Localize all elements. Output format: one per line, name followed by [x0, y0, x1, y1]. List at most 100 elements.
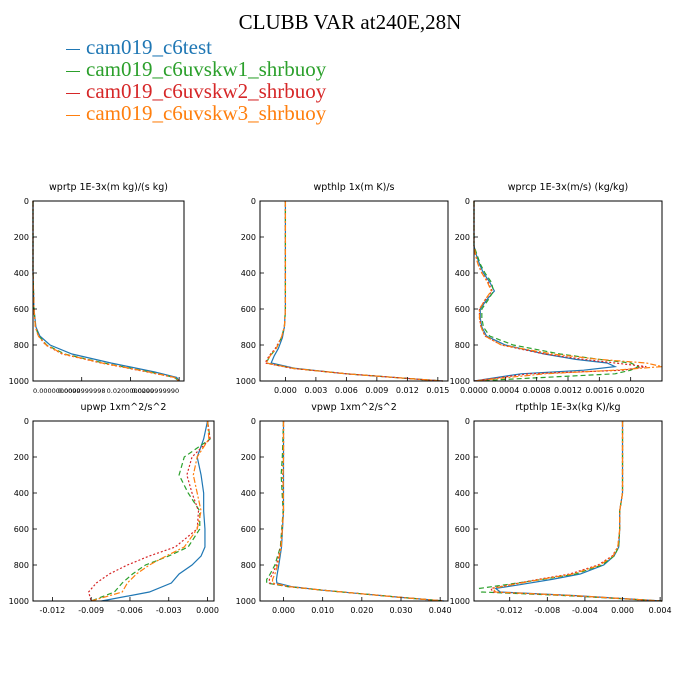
- legend-label-1: cam019_c6uvskw1_shrbuoy: [86, 57, 327, 81]
- panel-0-ytick-label-0: 0: [24, 197, 29, 206]
- legend-item-3: cam019_c6uvskw3_shrbuoy: [66, 102, 326, 124]
- panel-3-xtick-label-3: -0.003: [156, 606, 182, 615]
- panel-0-series-1: [32, 201, 180, 382]
- panel-4-xtick-label-1: 0.010: [311, 606, 334, 615]
- panel-4-ytick-label-4: 800: [241, 561, 256, 570]
- panel-4-series-3: [271, 421, 445, 602]
- panel-1-series-3: [265, 201, 443, 382]
- legend-label-3: cam019_c6uvskw3_shrbuoy: [86, 101, 327, 125]
- panel-0-xtick-label-3: 0.0299999990: [132, 387, 180, 395]
- panel-2-ytick-label-0: 0: [465, 197, 470, 206]
- panel-2-xtick-label-5: 0.0020: [617, 386, 645, 395]
- panel-3-ytick-label-3: 600: [14, 525, 29, 534]
- panel-3-ytick-label-0: 0: [24, 417, 29, 426]
- panel-3-series-2: [87, 420, 211, 602]
- panel-5-xtick-label-2: -0.004: [572, 606, 598, 615]
- panel-3-ytick-label-5: 1000: [9, 597, 29, 606]
- panel-1-xtick-label-4: 0.012: [396, 386, 419, 395]
- panel-1-xtick-label-2: 0.006: [335, 386, 358, 395]
- panel-0: wprtp 1E-3x(m kg)/(s kg) 0 200 400 600 800 100…: [9, 182, 185, 395]
- panel-5-xtick-label-0: -0.012: [497, 606, 523, 615]
- legend-item-2: cam019_c6uvskw2_shrbuoy: [66, 80, 326, 102]
- panel-5-series-0: [494, 421, 663, 602]
- panel-5-series-2: [490, 421, 663, 602]
- panel-3-ytick-label-2: 400: [14, 489, 29, 498]
- panel-0-series-2: [32, 201, 180, 382]
- panel-1-ytick-label-3: 600: [241, 305, 256, 314]
- panel-1-frame: [259, 200, 449, 382]
- panel-1-ytick-label-4: 800: [241, 341, 256, 350]
- panel-0-frame: [32, 200, 185, 382]
- panel-2-ytick-label-5: 1000: [450, 377, 470, 386]
- panel-2-ytick-label-2: 400: [455, 269, 470, 278]
- panel-3-series-1: [90, 420, 211, 602]
- panel-5-xtick-label-4: 0.004: [649, 606, 672, 615]
- panel-3-ytick-label-4: 800: [14, 561, 29, 570]
- panel-4-xtick-label-2: 0.020: [350, 606, 373, 615]
- panel-5-xtick-label-3: 0.000: [611, 606, 634, 615]
- panel-4-xtick-label-0: 0.000: [272, 606, 295, 615]
- panel-1-series-1: [265, 201, 443, 382]
- panel-1-xtick-label-0: 0.000: [274, 386, 297, 395]
- panel-4-ytick-label-0: 0: [251, 417, 256, 426]
- legend-swatch-2: [66, 92, 80, 94]
- panel-0-title: wprtp 1E-3x(m kg)/(s kg): [49, 182, 168, 193]
- panel-4-series-0: [275, 421, 445, 602]
- panel-4-ytick-label-1: 200: [241, 453, 256, 462]
- panel-1-xtick-label-3: 0.009: [365, 386, 388, 395]
- panel-4-ytick-label-3: 600: [241, 525, 256, 534]
- panel-3-xtick-label-1: -0.009: [78, 606, 104, 615]
- panel-5-title: rtpthlp 1E-3x(kg K)/kg: [515, 402, 620, 413]
- panel-3-xtick-label-0: -0.012: [39, 606, 65, 615]
- panel-0-xtick-label-0: 0.0000000000: [33, 387, 81, 395]
- panel-1-ytick-label-0: 0: [251, 197, 256, 206]
- panel-3-title: upwp 1xm^2/s^2: [81, 402, 167, 413]
- panel-2-xtick-label-4: 0.0016: [585, 386, 613, 395]
- panel-0-xtick-label-2: 0.0200000000: [107, 387, 155, 395]
- panel-5-frame: [473, 420, 663, 602]
- panel-3: upwp 1xm^2/s^2 0 200 400 600 800 1000 -0.012 -0.…: [9, 402, 219, 615]
- panel-0-xtick-label-1: 0.0099999998: [58, 387, 106, 395]
- panel-1-ytick-label-5: 1000: [236, 377, 256, 386]
- panel-1-ytick-label-2: 400: [241, 269, 256, 278]
- panel-5-ytick-label-5: 1000: [450, 597, 470, 606]
- legend-swatch-3: [66, 114, 80, 116]
- panel-3-series-0: [101, 420, 209, 602]
- legend-swatch-1: [66, 70, 80, 72]
- panel-0-series-3: [32, 201, 180, 382]
- panel-4-frame: [259, 420, 449, 602]
- panel-4-xtick-label-4: 0.040: [429, 606, 452, 615]
- legend-item-1: cam019_c6uvskw1_shrbuoy: [66, 58, 326, 80]
- panel-5-ytick-label-1: 200: [455, 453, 470, 462]
- legend-label-2: cam019_c6uvskw2_shrbuoy: [86, 79, 327, 103]
- panel-4-series-1: [266, 420, 445, 602]
- panel-0-series-0: [32, 201, 180, 382]
- panel-5-ytick-label-2: 400: [455, 489, 470, 498]
- panel-0-ytick-label-4: 800: [14, 341, 29, 350]
- panel-0-ytick-label-2: 400: [14, 269, 29, 278]
- panel-2-series-3: [473, 201, 663, 382]
- panel-0-ytick-label-5: 1000: [9, 377, 29, 386]
- panel-5-ytick-label-3: 600: [455, 525, 470, 534]
- panel-4-title: vpwp 1xm^2/s^2: [311, 402, 397, 413]
- panel-2-xtick-label-0: 0.0000: [460, 386, 488, 395]
- legend: cam019_c6test cam019_c6uvskw1_shrbuoy ca…: [66, 36, 326, 124]
- panel-0-ytick-label-3: 600: [14, 305, 29, 314]
- panel-4-ytick-label-5: 1000: [236, 597, 256, 606]
- figure-title: CLUBB VAR at240E,28N: [238, 10, 462, 34]
- panel-5: rtpthlp 1E-3x(kg K)/kg 0 200 400 600 800 1000 -…: [450, 402, 672, 615]
- panel-2-ytick-label-3: 600: [455, 305, 470, 314]
- panel-4-xtick-label-3: 0.030: [390, 606, 413, 615]
- panel-5-series-3: [491, 421, 663, 602]
- panel-5-ytick-label-0: 0: [465, 417, 470, 426]
- panel-3-xtick-label-4: 0.000: [196, 606, 219, 615]
- panel-1-series-2: [264, 201, 443, 382]
- panel-4-ytick-label-2: 400: [241, 489, 256, 498]
- legend-item-0: cam019_c6test: [66, 36, 326, 58]
- panel-4: vpwp 1xm^2/s^2 0 200 400 600 800 1000 0.000 0.01…: [236, 402, 452, 615]
- panel-2-frame: [473, 200, 663, 382]
- panel-4-series-2: [268, 421, 445, 602]
- panel-3-frame: [32, 420, 215, 602]
- panel-2-series-0: [473, 201, 618, 382]
